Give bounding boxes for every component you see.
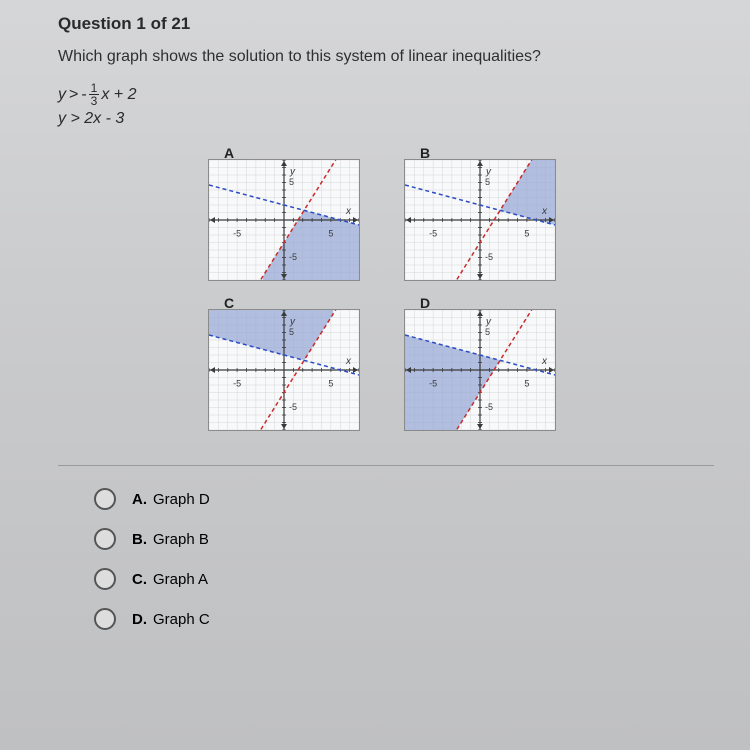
graph-grid: A -5-555xy B -5-555xy C -5-555xy D -5-55… <box>58 145 714 435</box>
ineq1-den: 3 <box>89 95 100 107</box>
svg-text:5: 5 <box>485 327 490 337</box>
option-text: Graph D <box>153 491 210 508</box>
radio-icon[interactable] <box>94 608 116 630</box>
svg-text:5: 5 <box>485 177 490 187</box>
inequality-1: y > - 1 3 x + 2 <box>58 82 714 107</box>
ineq1-var: y <box>58 87 66 103</box>
option-letter: C. <box>132 571 147 588</box>
option-text: Graph C <box>153 611 210 628</box>
divider <box>58 465 714 466</box>
svg-text:x: x <box>345 206 352 217</box>
svg-text:y: y <box>289 316 296 327</box>
ineq1-op: > <box>69 87 78 103</box>
answer-options: A. Graph D B. Graph B C. Graph A D. Grap… <box>58 488 714 630</box>
radio-icon[interactable] <box>94 568 116 590</box>
graph-b: -5 -5 5 5 x y <box>404 159 556 281</box>
svg-text:-5: -5 <box>289 402 297 412</box>
radio-icon[interactable] <box>94 528 116 550</box>
svg-text:-5: -5 <box>485 252 493 262</box>
svg-text:x: x <box>345 356 352 367</box>
option-letter: D. <box>132 611 147 628</box>
svg-text:-5: -5 <box>289 252 297 262</box>
question-header: Question 1 of 21 <box>58 14 714 34</box>
graph-cell-a: A -5-555xy <box>208 145 368 285</box>
option-d[interactable]: D. Graph C <box>94 608 714 630</box>
svg-text:-5: -5 <box>233 228 241 238</box>
svg-text:y: y <box>289 166 296 177</box>
svg-text:5: 5 <box>328 378 333 388</box>
svg-text:5: 5 <box>289 327 294 337</box>
svg-text:-5: -5 <box>485 402 493 412</box>
ineq1-fraction: 1 3 <box>89 82 100 107</box>
ineq1-neg: - <box>81 87 86 103</box>
graph-cell-d: D -5-555xy <box>404 295 564 435</box>
graph-cell-b: B -5-555xy <box>404 145 564 285</box>
option-b[interactable]: B. Graph B <box>94 528 714 550</box>
radio-icon[interactable] <box>94 488 116 510</box>
option-c[interactable]: C. Graph A <box>94 568 714 590</box>
svg-text:x: x <box>541 206 548 217</box>
option-a[interactable]: A. Graph D <box>94 488 714 510</box>
option-letter: A. <box>132 491 147 508</box>
option-text: Graph B <box>153 531 209 548</box>
svg-text:x: x <box>541 356 548 367</box>
svg-text:-5: -5 <box>429 378 437 388</box>
svg-text:-5: -5 <box>233 378 241 388</box>
inequality-2: y > 2x - 3 <box>58 111 714 127</box>
graph-a: -5 -5 5 5 x y <box>208 159 360 281</box>
svg-text:y: y <box>485 166 492 177</box>
svg-text:5: 5 <box>289 177 294 187</box>
question-prompt: Which graph shows the solution to this s… <box>58 48 714 66</box>
graph-cell-c: C -5-555xy <box>208 295 368 435</box>
inequalities-block: y > - 1 3 x + 2 y > 2x - 3 <box>58 82 714 127</box>
option-letter: B. <box>132 531 147 548</box>
graph-d: -5 -5 5 5 x y <box>404 309 556 431</box>
svg-text:5: 5 <box>328 228 333 238</box>
graph-c: -5 -5 5 5 x y <box>208 309 360 431</box>
option-text: Graph A <box>153 571 208 588</box>
svg-text:5: 5 <box>524 378 529 388</box>
ineq1-rest: x + 2 <box>101 87 136 103</box>
svg-text:y: y <box>485 316 492 327</box>
svg-text:5: 5 <box>524 228 529 238</box>
svg-text:-5: -5 <box>429 228 437 238</box>
